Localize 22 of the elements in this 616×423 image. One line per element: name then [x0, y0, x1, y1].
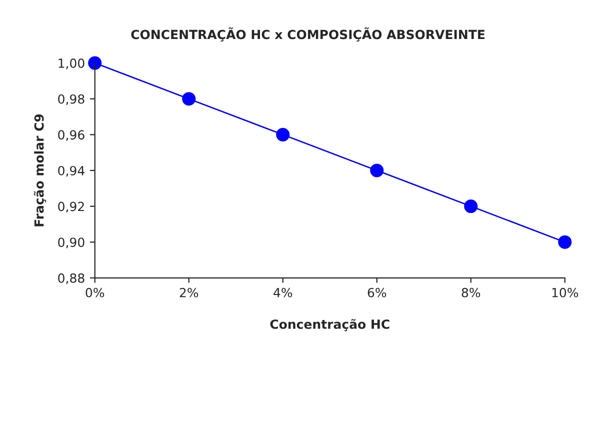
- y-tick-label: 0,88: [58, 273, 84, 284]
- chart-title: CONCENTRAÇÃO HC x COMPOSIÇÃO ABSORVEINTE: [131, 27, 485, 42]
- x-tick-label: 2%: [180, 288, 198, 298]
- x-tick-label: 10%: [552, 288, 578, 298]
- y-tick-label: 0,96: [58, 130, 84, 141]
- point: [276, 128, 290, 142]
- point: [370, 164, 384, 178]
- y-axis-title: Fração molar C9: [34, 114, 46, 226]
- y-tick-label: 0,92: [58, 202, 84, 212]
- point: [558, 235, 572, 249]
- y-tick-label: 0,90: [58, 238, 84, 248]
- y-tick-label: 0,94: [58, 166, 84, 177]
- y-tick-label: 0,98: [58, 94, 84, 106]
- y-tick-label: 1,00: [58, 58, 84, 70]
- x-tick-label: 4%: [274, 288, 292, 298]
- x-tick-label: 8%: [462, 288, 480, 298]
- x-axis-title: Concentração HC: [270, 319, 390, 332]
- x-tick-label: 6%: [368, 288, 386, 298]
- point: [88, 56, 102, 70]
- point: [182, 92, 196, 106]
- point: [464, 200, 478, 214]
- x-tick-label: 0%: [86, 288, 104, 298]
